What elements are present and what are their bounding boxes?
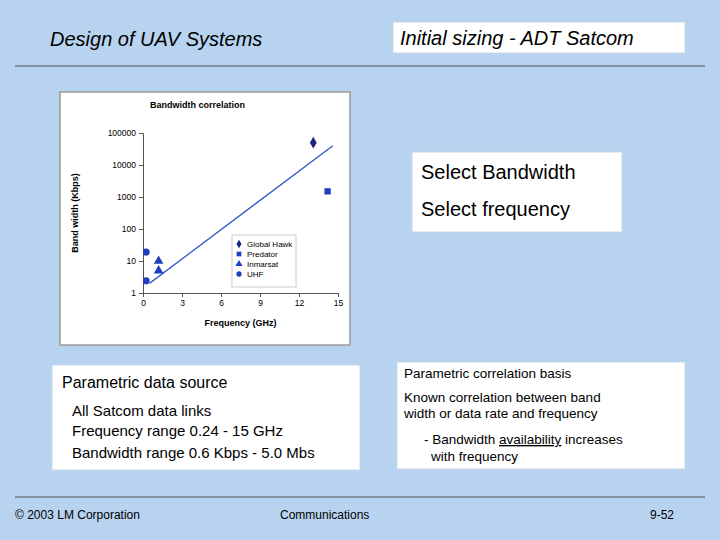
- x-axis-line: [144, 294, 339, 298]
- tick: 1: [131, 288, 143, 298]
- tick-mark: [221, 293, 222, 297]
- tick-mark: [182, 293, 183, 297]
- tick: 15: [334, 293, 344, 308]
- tick: 10: [127, 256, 143, 266]
- steps-box: [412, 152, 622, 232]
- rule: [15, 497, 705, 498]
- legend-label: Inmarsat: [247, 260, 279, 269]
- tick: 1000: [117, 192, 143, 202]
- legend-label: Global Hawk: [247, 240, 293, 249]
- point: [143, 249, 150, 256]
- tick: 9: [258, 293, 263, 308]
- legend-symbol: [235, 260, 242, 266]
- legend-symbol: [236, 240, 241, 249]
- tick-label: 1: [131, 288, 136, 298]
- bullet-part: - Bandwidth: [424, 432, 499, 447]
- step: Select Bandwidth: [421, 161, 576, 183]
- tick-mark: [139, 165, 143, 166]
- basis-box: [397, 362, 685, 469]
- basis-line: width or data rate and frequency: [403, 406, 598, 421]
- tick: 100000: [108, 128, 143, 138]
- tick-mark: [299, 293, 300, 297]
- footer-page: 9-52: [650, 508, 674, 522]
- tick-mark: [139, 133, 143, 134]
- header-box: [393, 22, 685, 53]
- legend-symbol: [237, 252, 242, 257]
- tick: 6: [219, 293, 224, 308]
- point: [143, 277, 150, 284]
- tick-label: 3: [180, 298, 185, 308]
- rule: [15, 66, 705, 67]
- point: [154, 255, 164, 263]
- source-line: Bandwidth range 0.6 Kbps - 5.0 Mbs: [72, 444, 315, 461]
- source-line: Frequency range 0.24 - 15 GHz: [72, 422, 283, 439]
- point: [310, 137, 317, 149]
- tick: 12: [295, 293, 305, 308]
- series: [143, 249, 150, 285]
- header-left: Design of UAV Systems: [50, 28, 262, 50]
- background: [0, 0, 720, 540]
- tick-label: 1000: [117, 192, 136, 202]
- header-right: Initial sizing - ADT Satcom: [400, 27, 634, 49]
- tick: 100: [122, 224, 143, 234]
- footer-section: Communications: [280, 508, 369, 522]
- legend: Global HawkPredatorInmarsatUHF: [232, 235, 296, 287]
- tick: 10000: [112, 160, 143, 170]
- legend-label: Predator: [247, 250, 278, 259]
- tick-label: 6: [219, 298, 224, 308]
- tick-mark: [139, 293, 143, 294]
- source-line: All Satcom data links: [72, 402, 211, 419]
- footer-copyright: © 2003 LM Corporation: [15, 508, 140, 522]
- bullet-part: increases: [561, 432, 623, 447]
- chart-title: Bandwidth correlation: [150, 100, 245, 110]
- legend-box: [232, 235, 296, 287]
- tick-label: 100: [122, 224, 136, 234]
- y-axis-title: Band width (Kbps): [70, 173, 80, 253]
- series: [310, 137, 317, 149]
- chart-panel: [60, 92, 350, 345]
- plot-marks: [143, 137, 333, 285]
- tick-label: 15: [334, 298, 344, 308]
- tick-label: 9: [258, 298, 263, 308]
- series: [324, 188, 330, 194]
- y-axis: 1 10 100 1000 10000 100000: [108, 128, 144, 298]
- legend-label: UHF: [247, 270, 264, 279]
- basis-bullet: - Bandwidth availability increases: [424, 432, 623, 447]
- tick-label: 12: [295, 298, 305, 308]
- tick-label: 0: [141, 298, 146, 308]
- legend-symbol: [236, 271, 241, 276]
- source-title: Parametric data source: [62, 374, 228, 391]
- basis-line: Known correlation between band: [404, 390, 601, 405]
- tick: 0: [141, 293, 146, 308]
- step: Select frequency: [421, 198, 570, 220]
- tick-label: 10000: [112, 160, 136, 170]
- basis-title: Parametric correlation basis: [404, 366, 572, 381]
- basis-bullet-next: with frequency: [430, 449, 518, 464]
- tick-mark: [139, 261, 143, 262]
- point: [324, 188, 330, 194]
- bullet-part: availability: [499, 432, 562, 447]
- tick: 3: [180, 293, 185, 308]
- tick-mark: [139, 197, 143, 198]
- series: [154, 255, 164, 273]
- slide: Design of UAV Systems Initial sizing - AD…: [0, 0, 720, 540]
- tick-label: 100000: [108, 128, 137, 138]
- point: [154, 265, 164, 273]
- source-box: [52, 365, 360, 470]
- x-axis: 0 3 6 9 12 15: [141, 293, 343, 308]
- tick-label: 10: [127, 256, 137, 266]
- tick-mark: [338, 293, 339, 297]
- tick-mark: [260, 293, 261, 297]
- tick-mark: [139, 229, 143, 230]
- y-axis-line: [139, 134, 144, 294]
- x-axis-title: Frequency (GHz): [204, 318, 276, 328]
